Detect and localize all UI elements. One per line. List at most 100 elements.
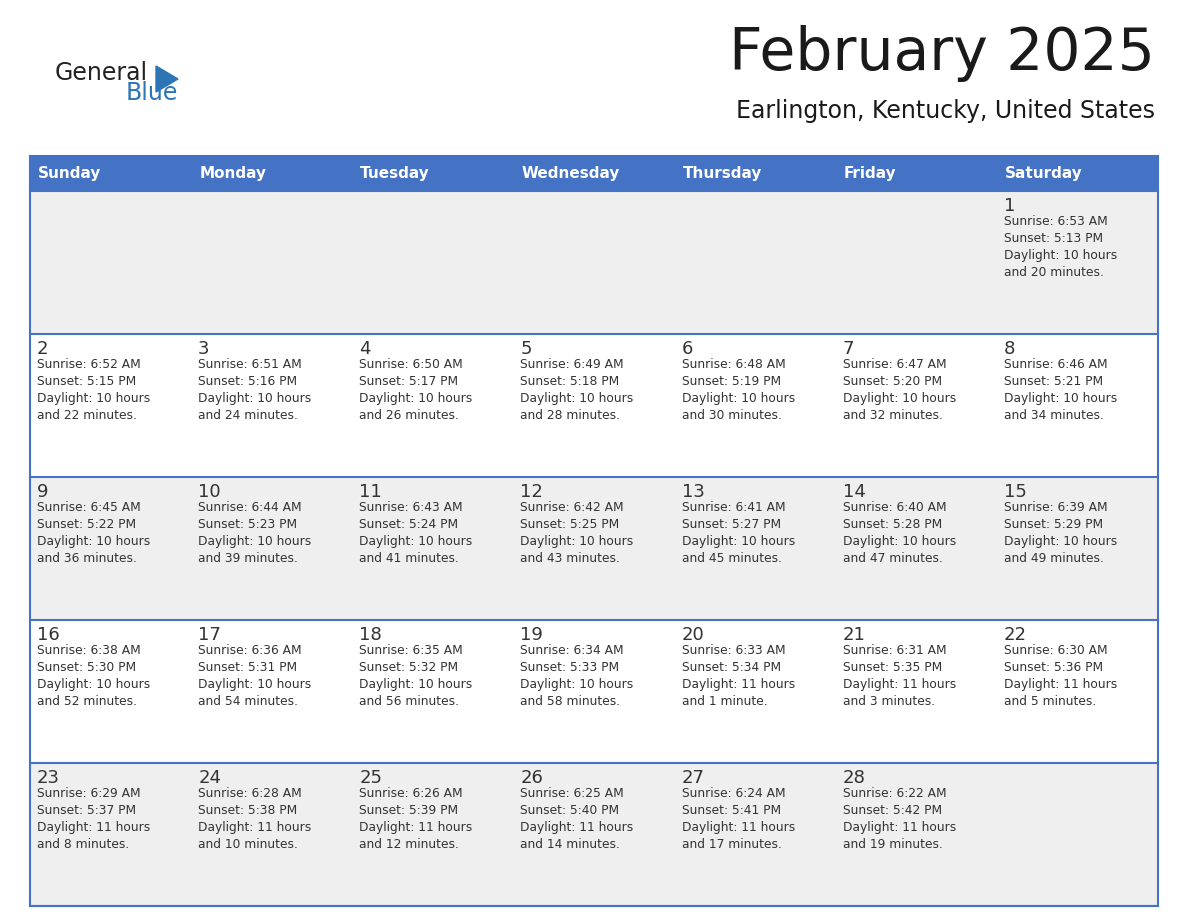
Text: Sunrise: 6:33 AM: Sunrise: 6:33 AM — [682, 644, 785, 657]
Text: Sunset: 5:21 PM: Sunset: 5:21 PM — [1004, 375, 1102, 388]
Text: and 5 minutes.: and 5 minutes. — [1004, 695, 1097, 708]
Text: 3: 3 — [198, 340, 209, 358]
Text: Sunrise: 6:48 AM: Sunrise: 6:48 AM — [682, 358, 785, 371]
Text: 17: 17 — [198, 626, 221, 644]
Text: 28: 28 — [842, 769, 866, 787]
Text: 9: 9 — [37, 483, 49, 501]
Text: Daylight: 11 hours: Daylight: 11 hours — [359, 821, 473, 834]
Text: Daylight: 10 hours: Daylight: 10 hours — [842, 535, 956, 548]
Polygon shape — [156, 66, 178, 92]
Text: 27: 27 — [682, 769, 704, 787]
Text: Sunset: 5:31 PM: Sunset: 5:31 PM — [198, 661, 297, 674]
Bar — [30, 477, 1158, 620]
Text: and 47 minutes.: and 47 minutes. — [842, 552, 942, 565]
Text: and 52 minutes.: and 52 minutes. — [37, 695, 137, 708]
Text: Sunrise: 6:42 AM: Sunrise: 6:42 AM — [520, 501, 624, 514]
Text: February 2025: February 2025 — [729, 25, 1155, 82]
Text: 21: 21 — [842, 626, 866, 644]
Text: Thursday: Thursday — [683, 166, 762, 181]
Text: 14: 14 — [842, 483, 866, 501]
Bar — [30, 763, 1158, 906]
Text: and 45 minutes.: and 45 minutes. — [682, 552, 782, 565]
Text: Sunrise: 6:46 AM: Sunrise: 6:46 AM — [1004, 358, 1107, 371]
Text: and 17 minutes.: and 17 minutes. — [682, 838, 782, 851]
Text: and 39 minutes.: and 39 minutes. — [198, 552, 298, 565]
Text: Sunset: 5:27 PM: Sunset: 5:27 PM — [682, 518, 781, 531]
Text: Sunday: Sunday — [38, 166, 101, 181]
Text: Daylight: 10 hours: Daylight: 10 hours — [1004, 392, 1117, 405]
Text: Daylight: 10 hours: Daylight: 10 hours — [37, 678, 150, 691]
Text: Sunset: 5:30 PM: Sunset: 5:30 PM — [37, 661, 137, 674]
Text: Daylight: 10 hours: Daylight: 10 hours — [198, 535, 311, 548]
Text: Sunrise: 6:25 AM: Sunrise: 6:25 AM — [520, 787, 624, 800]
Text: and 56 minutes.: and 56 minutes. — [359, 695, 460, 708]
Text: Daylight: 10 hours: Daylight: 10 hours — [520, 678, 633, 691]
Text: 5: 5 — [520, 340, 532, 358]
Text: 25: 25 — [359, 769, 383, 787]
Text: Sunrise: 6:49 AM: Sunrise: 6:49 AM — [520, 358, 624, 371]
Text: Daylight: 10 hours: Daylight: 10 hours — [520, 535, 633, 548]
Text: and 14 minutes.: and 14 minutes. — [520, 838, 620, 851]
Text: Sunrise: 6:26 AM: Sunrise: 6:26 AM — [359, 787, 463, 800]
Text: Daylight: 11 hours: Daylight: 11 hours — [520, 821, 633, 834]
Text: Sunset: 5:16 PM: Sunset: 5:16 PM — [198, 375, 297, 388]
Text: Sunrise: 6:29 AM: Sunrise: 6:29 AM — [37, 787, 140, 800]
Text: Saturday: Saturday — [1005, 166, 1082, 181]
Text: Daylight: 10 hours: Daylight: 10 hours — [37, 392, 150, 405]
Text: and 19 minutes.: and 19 minutes. — [842, 838, 942, 851]
Text: Sunrise: 6:24 AM: Sunrise: 6:24 AM — [682, 787, 785, 800]
Text: Monday: Monday — [200, 166, 266, 181]
Text: Sunset: 5:37 PM: Sunset: 5:37 PM — [37, 804, 137, 817]
Text: Daylight: 10 hours: Daylight: 10 hours — [198, 392, 311, 405]
Text: Sunset: 5:32 PM: Sunset: 5:32 PM — [359, 661, 459, 674]
Text: Sunrise: 6:40 AM: Sunrise: 6:40 AM — [842, 501, 947, 514]
Text: Daylight: 11 hours: Daylight: 11 hours — [682, 821, 795, 834]
Text: Sunrise: 6:28 AM: Sunrise: 6:28 AM — [198, 787, 302, 800]
Text: Sunrise: 6:52 AM: Sunrise: 6:52 AM — [37, 358, 140, 371]
Text: Sunrise: 6:51 AM: Sunrise: 6:51 AM — [198, 358, 302, 371]
Text: and 1 minute.: and 1 minute. — [682, 695, 767, 708]
Text: 26: 26 — [520, 769, 543, 787]
Text: Daylight: 10 hours: Daylight: 10 hours — [359, 392, 473, 405]
Text: General: General — [55, 61, 148, 85]
Text: and 22 minutes.: and 22 minutes. — [37, 409, 137, 422]
Text: and 12 minutes.: and 12 minutes. — [359, 838, 459, 851]
Text: Sunset: 5:17 PM: Sunset: 5:17 PM — [359, 375, 459, 388]
Text: Sunset: 5:40 PM: Sunset: 5:40 PM — [520, 804, 620, 817]
Text: Sunset: 5:29 PM: Sunset: 5:29 PM — [1004, 518, 1102, 531]
Text: Sunset: 5:38 PM: Sunset: 5:38 PM — [198, 804, 297, 817]
Text: and 10 minutes.: and 10 minutes. — [198, 838, 298, 851]
Text: 4: 4 — [359, 340, 371, 358]
Text: 6: 6 — [682, 340, 693, 358]
Text: Sunrise: 6:36 AM: Sunrise: 6:36 AM — [198, 644, 302, 657]
Text: Daylight: 10 hours: Daylight: 10 hours — [1004, 249, 1117, 262]
Text: Daylight: 11 hours: Daylight: 11 hours — [37, 821, 150, 834]
Text: Sunrise: 6:31 AM: Sunrise: 6:31 AM — [842, 644, 947, 657]
Text: Sunrise: 6:44 AM: Sunrise: 6:44 AM — [198, 501, 302, 514]
Text: 19: 19 — [520, 626, 543, 644]
Text: Sunset: 5:13 PM: Sunset: 5:13 PM — [1004, 232, 1102, 245]
Text: Daylight: 11 hours: Daylight: 11 hours — [682, 678, 795, 691]
Text: and 20 minutes.: and 20 minutes. — [1004, 266, 1104, 279]
Text: Daylight: 11 hours: Daylight: 11 hours — [842, 821, 956, 834]
Text: 16: 16 — [37, 626, 59, 644]
Text: and 49 minutes.: and 49 minutes. — [1004, 552, 1104, 565]
Text: Sunset: 5:15 PM: Sunset: 5:15 PM — [37, 375, 137, 388]
Text: 2: 2 — [37, 340, 49, 358]
Text: Sunset: 5:35 PM: Sunset: 5:35 PM — [842, 661, 942, 674]
Text: Daylight: 10 hours: Daylight: 10 hours — [682, 392, 795, 405]
Text: Sunset: 5:34 PM: Sunset: 5:34 PM — [682, 661, 781, 674]
Text: Sunset: 5:20 PM: Sunset: 5:20 PM — [842, 375, 942, 388]
Text: Daylight: 11 hours: Daylight: 11 hours — [842, 678, 956, 691]
Text: 12: 12 — [520, 483, 543, 501]
Text: Daylight: 10 hours: Daylight: 10 hours — [520, 392, 633, 405]
Text: 23: 23 — [37, 769, 61, 787]
Text: and 41 minutes.: and 41 minutes. — [359, 552, 459, 565]
Text: Sunset: 5:39 PM: Sunset: 5:39 PM — [359, 804, 459, 817]
Text: and 58 minutes.: and 58 minutes. — [520, 695, 620, 708]
Text: 10: 10 — [198, 483, 221, 501]
Text: Sunset: 5:28 PM: Sunset: 5:28 PM — [842, 518, 942, 531]
Text: Sunset: 5:24 PM: Sunset: 5:24 PM — [359, 518, 459, 531]
Text: Sunrise: 6:53 AM: Sunrise: 6:53 AM — [1004, 215, 1107, 228]
Text: Daylight: 10 hours: Daylight: 10 hours — [1004, 535, 1117, 548]
